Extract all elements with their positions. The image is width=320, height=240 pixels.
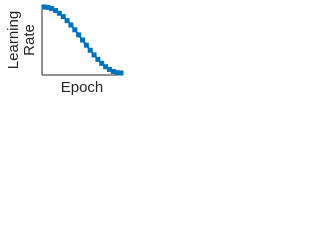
page: {"chart_data": {"type": "line", "y_label… bbox=[0, 0, 320, 99]
chart: Learning Rate Epoch bbox=[5, 4, 124, 96]
marker bbox=[45, 4, 51, 10]
marker bbox=[64, 18, 70, 24]
y-axis-label: Learning bbox=[5, 11, 22, 69]
marker bbox=[41, 4, 47, 10]
marker bbox=[76, 32, 82, 38]
marker bbox=[53, 8, 59, 14]
y-axis-label: Rate bbox=[21, 24, 38, 56]
marker bbox=[106, 66, 112, 72]
marker bbox=[114, 70, 120, 76]
marker bbox=[68, 22, 74, 28]
marker bbox=[95, 56, 101, 62]
marker bbox=[91, 52, 97, 58]
marker bbox=[72, 27, 78, 33]
marker bbox=[110, 68, 116, 74]
marker bbox=[60, 14, 66, 20]
marker bbox=[103, 64, 109, 70]
marker bbox=[87, 47, 93, 53]
x-axis-label: Epoch bbox=[61, 79, 104, 96]
marker bbox=[49, 6, 55, 12]
marker bbox=[80, 37, 85, 43]
marker bbox=[99, 60, 105, 66]
marker bbox=[118, 70, 124, 76]
marker bbox=[83, 42, 89, 48]
marker bbox=[56, 10, 62, 16]
